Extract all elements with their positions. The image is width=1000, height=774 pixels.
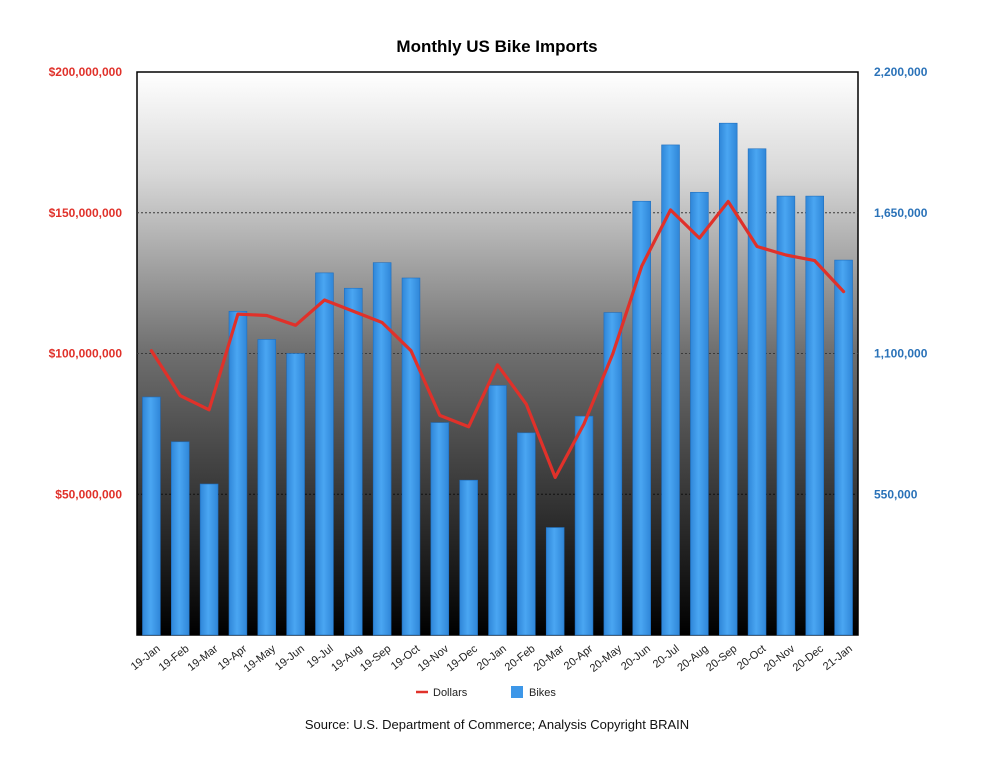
bar-bikes-19-Feb	[171, 441, 190, 636]
point-dollars-19-Jan	[150, 349, 153, 352]
point-dollars-20-Jul	[669, 208, 672, 212]
x-tick-label: 19-Aug	[329, 643, 364, 674]
bar-bikes-19-Jan	[142, 396, 161, 636]
point-dollars-20-Nov	[784, 253, 788, 257]
chart-title: Monthly US Bike Imports	[396, 37, 597, 56]
x-tick-label: 20-Jun	[619, 643, 653, 673]
x-tick-label: 19-Nov	[416, 643, 452, 675]
bar-bikes-19-Apr	[228, 310, 248, 636]
left-tick-label: $200,000,000	[49, 65, 123, 79]
point-dollars-20-Apr	[582, 422, 586, 426]
point-dollars-19-Oct	[409, 349, 413, 352]
right-tick-label: 1,100,000	[874, 347, 928, 361]
point-dollars-19-Nov	[438, 414, 442, 417]
bikes-bars	[142, 122, 853, 636]
x-tick-label: 20-Mar	[532, 643, 567, 674]
bar-bikes-19-Nov	[430, 422, 450, 636]
x-tick-label: 19-Mar	[186, 643, 221, 674]
point-dollars-20-May	[611, 352, 615, 355]
point-dollars-20-Aug	[698, 236, 701, 240]
point-dollars-20-Feb	[525, 402, 528, 406]
bar-bikes-20-Jul	[661, 144, 680, 636]
point-dollars-20-Sep	[727, 200, 730, 203]
point-dollars-20-Mar	[553, 476, 557, 479]
bar-bikes-20-Oct	[747, 148, 767, 636]
x-tick-label: 20-Dec	[791, 643, 827, 675]
bar-bikes-19-May	[257, 339, 277, 636]
x-tick-label: 20-Aug	[675, 643, 710, 674]
point-dollars-19-Aug	[352, 310, 355, 313]
bar-bikes-19-Mar	[199, 483, 219, 636]
point-dollars-19-May	[265, 314, 268, 317]
left-tick-label: $150,000,000	[49, 206, 123, 220]
legend-bikes-label: Bikes	[529, 687, 556, 699]
bar-bikes-19-Sep	[372, 262, 392, 636]
x-tick-label: 19-Jun	[273, 643, 307, 673]
point-dollars-19-Jun	[294, 324, 297, 327]
point-dollars-19-Jul	[323, 298, 326, 302]
point-dollars-20-Jun	[640, 265, 643, 268]
left-tick-label: $100,000,000	[49, 347, 123, 361]
bar-bikes-19-Jul	[315, 272, 334, 636]
legend: Dollars Bikes	[416, 686, 556, 699]
x-tick-label: 20-Jan	[475, 643, 509, 673]
bar-bikes-19-Oct	[401, 277, 421, 636]
x-tick-label: 19-Sep	[358, 643, 393, 674]
bar-bikes-20-Feb	[517, 432, 536, 636]
bar-bikes-20-Aug	[690, 191, 709, 636]
left-axis-ticks: $50,000,000 $100,000,000 $150,000,000 $200,…	[49, 65, 123, 501]
x-tick-label: 20-Feb	[503, 643, 538, 674]
dollars-line-layer	[149, 199, 846, 479]
point-dollars-19-Feb	[179, 394, 182, 397]
point-dollars-20-Jan	[496, 363, 499, 366]
left-tick-label: $50,000,000	[55, 487, 122, 501]
source-note: Source: U.S. Department of Commerce; Ana…	[305, 717, 689, 732]
x-tick-label: 19-Jan	[129, 643, 163, 673]
point-dollars-19-Apr	[236, 312, 240, 316]
point-dollars-19-Mar	[207, 408, 211, 411]
x-tick-label: 20-Nov	[762, 643, 798, 675]
legend-bikes-swatch	[511, 686, 523, 698]
bar-bikes-19-Dec	[459, 479, 478, 636]
point-dollars-19-Dec	[467, 425, 470, 428]
right-tick-label: 2,200,000	[874, 65, 928, 79]
bar-bikes-21-Jan	[834, 259, 853, 636]
x-tick-label: 19-Feb	[157, 643, 192, 674]
x-tick-label: 21-Jan	[821, 643, 855, 673]
right-tick-label: 1,650,000	[874, 206, 928, 220]
x-tick-label: 20-Sep	[704, 643, 739, 674]
bar-bikes-20-Jan	[488, 385, 507, 636]
point-dollars-19-Sep	[380, 321, 384, 324]
right-tick-label: 550,000	[874, 487, 918, 501]
bar-bikes-20-Jun	[632, 200, 651, 636]
bar-bikes-20-Sep	[718, 122, 738, 636]
bar-bikes-20-Apr	[574, 415, 594, 636]
bar-bikes-20-Dec	[805, 195, 824, 636]
right-axis-ticks: 550,000 1,100,000 1,650,000 2,200,000	[874, 65, 928, 501]
point-dollars-21-Jan	[842, 290, 845, 293]
x-axis-ticks: 19-Jan19-Feb19-Mar19-Apr19-May19-Jun19-J…	[129, 643, 855, 675]
bar-bikes-19-Aug	[344, 287, 363, 636]
bar-bikes-19-Jun	[286, 353, 305, 636]
bar-bikes-20-Mar	[545, 527, 565, 636]
point-dollars-20-Dec	[813, 259, 816, 262]
point-dollars-20-Oct	[755, 245, 759, 248]
x-tick-label: 19-Dec	[445, 643, 481, 675]
legend-dollars-label: Dollars	[433, 687, 468, 699]
x-tick-label: 20-May	[588, 643, 625, 675]
bar-bikes-20-May	[603, 312, 623, 636]
x-tick-label: 19-May	[242, 643, 279, 675]
bar-bikes-20-Nov	[776, 195, 796, 636]
